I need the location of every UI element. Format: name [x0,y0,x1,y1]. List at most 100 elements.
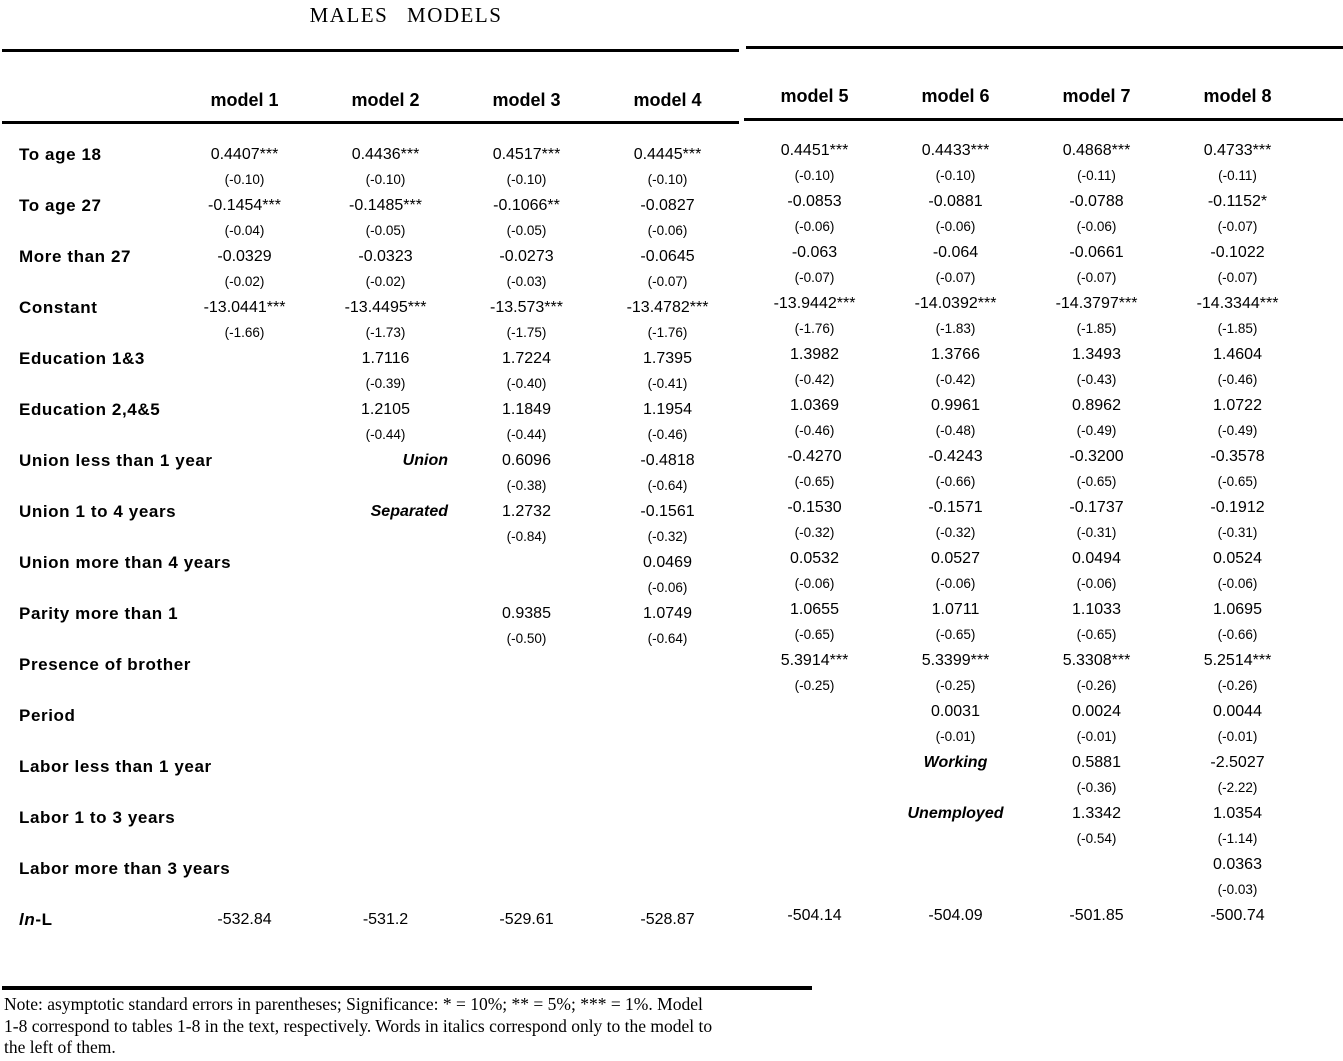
coefficient-value: 1.4604 [1213,346,1262,363]
value-cell: -531.2 [315,906,456,933]
standard-error-value: (-0.10) [794,168,835,183]
standard-error-value: (-0.10) [224,172,265,187]
footnote-line: Note: asymptotic standard errors in pare… [4,994,703,1014]
column-header-model-5: model 5 [780,86,849,106]
coefficient-value: -13.4495*** [344,299,427,316]
header-rule-left-segment [2,121,739,124]
table-row: -13.9442*** (-1.76) -14.0392*** (-1.83) -14.… [744,290,1328,341]
row-label: Union 1 to 4 years [19,502,177,521]
standard-error-value: (-0.26) [1217,678,1258,693]
table-row: -504.14 -504.09 -501.85 -500.74 [744,902,1328,940]
coefficient-value: -0.1485*** [349,197,422,214]
column-header-model-2: model 2 [351,90,420,110]
value-cell: 0.0363 (-0.03) [1167,851,1308,901]
coefficient-value: -0.4243 [928,448,983,465]
top-rule-left-segment [2,49,739,52]
column-header-model-8: model 8 [1203,86,1272,106]
coefficient-value: -504.09 [928,907,983,924]
coefficient-value: -0.0329 [217,248,272,265]
standard-error-value: (-0.11) [1077,168,1116,183]
value-cell: -0.0323 (-0.02) [315,243,456,293]
standard-error-value: (-0.54) [1076,831,1117,846]
value-cell: -14.3344*** (-1.85) [1167,290,1308,340]
standard-error-value: (-0.65) [1217,474,1258,489]
coefficient-value: 0.4436*** [351,146,420,163]
standard-error-value: (-0.06) [1217,576,1258,591]
coefficient-value: -529.61 [499,911,554,928]
standard-error-value: (-0.02) [365,274,406,289]
value-cell: -0.1485*** (-0.05) [315,192,456,242]
value-cell: -14.3797*** (-1.85) [1026,290,1167,340]
standard-error-value: (-0.06) [794,576,835,591]
value-cell: 0.0532 (-0.06) [744,545,885,595]
footnote: Note: asymptotic standard errors in pare… [4,994,834,1059]
standard-error-value: (-0.01) [1076,729,1117,744]
standard-error-value: (-0.32) [647,529,688,544]
page-title: MALES MODELS [309,3,503,27]
coefficient-value: 0.0524 [1213,550,1262,567]
table-row: 1.0655 (-0.65) 1.0711 (-0.65) 1.1033 (-0.65) 1… [744,596,1328,647]
standard-error-value: (-0.48) [935,423,976,438]
value-cell: Union [315,447,456,474]
standard-error-value: (-0.31) [1076,525,1117,540]
value-cell: 1.7224 (-0.40) [456,345,597,395]
value-cell: 1.3982 (-0.42) [744,341,885,391]
coefficient-value: 0.5881 [1072,754,1121,771]
standard-error-value: (-0.46) [647,427,688,442]
value-cell: 0.4451*** (-0.10) [744,137,885,187]
standard-error-value: (-0.03) [506,274,547,289]
standard-error-value: (-1.75) [506,325,547,340]
coefficient-value: -0.1912 [1210,499,1265,516]
standard-error-value: (-0.07) [794,270,835,285]
value-cell: 1.0369 (-0.46) [744,392,885,442]
column-header-model-7: model 7 [1062,86,1131,106]
coefficient-value: -14.3344*** [1196,295,1279,312]
standard-error-value: (-0.41) [647,376,688,391]
standard-error-value: (-0.05) [506,223,547,238]
coefficient-value: 0.0044 [1213,703,1262,720]
table-row: 1.0369 (-0.46) 0.9961 (-0.48) 0.8962 (-0.49) 1… [744,392,1328,443]
row-label: Labor more than 3 years [19,859,231,878]
italic-model-word: Unemployed [907,805,1004,822]
value-cell: -0.4243 (-0.66) [885,443,1026,493]
standard-error-value: (-0.49) [1076,423,1117,438]
coefficient-value: -532.84 [217,911,272,928]
coefficient-value: -504.14 [787,907,842,924]
standard-error-value: (-0.25) [794,678,835,693]
value-cell: -0.1912 (-0.31) [1167,494,1308,544]
standard-error-value: (-0.65) [1076,627,1117,642]
standard-error-value: (-0.42) [794,372,835,387]
coefficient-value: 1.1849 [502,401,551,418]
standard-error-value: (-0.40) [506,376,547,391]
value-cell: 1.3766 (-0.42) [885,341,1026,391]
standard-error-value: (-0.10) [365,172,406,187]
value-cell: -0.0645 (-0.07) [597,243,738,293]
table-row: Parity more than 1 0.9385 (-0.50) 1.0749 (-0… [0,600,760,651]
header-row-models-5-8: model 5 model 6 model 7 model 8 [744,86,1308,107]
row-label: Presence of brother [19,655,192,674]
coefficient-value: -0.063 [791,244,838,261]
row-label: More than 27 [19,247,132,266]
coefficient-value: -13.9442*** [773,295,856,312]
table-row: Union less than 1 year Union 0.6096 (-0.38)… [0,447,760,498]
standard-error-value: (-0.06) [935,219,976,234]
table-row: Education 1&3 1.7116 (-0.39) 1.7224 (-0.40) 1… [0,345,760,396]
coefficient-value: -0.1022 [1210,244,1265,261]
value-cell: -500.74 [1167,902,1308,929]
standard-error-value: (-0.44) [365,427,406,442]
value-cell: 1.3493 (-0.43) [1026,341,1167,391]
row-label: Union more than 4 years [19,553,232,572]
table-body-right-half: 0.4451*** (-0.10) 0.4433*** (-0.10) 0.4868**… [744,137,1328,940]
table-row: Union 1 to 4 years Separated 1.2732 (-0.84)… [0,498,760,549]
standard-error-value: (-0.26) [1076,678,1117,693]
standard-error-value: (-0.66) [1217,627,1258,642]
coefficient-value: 0.0527 [931,550,980,567]
top-rule-right-segment [746,46,1343,49]
value-cell: Unemployed [885,800,1026,827]
value-cell: -0.4270 (-0.65) [744,443,885,493]
standard-error-value: (-2.22) [1217,780,1258,795]
coefficient-value: -0.0788 [1069,193,1124,210]
italic-model-word: Union [402,452,448,469]
coefficient-value: -0.0323 [358,248,413,265]
coefficient-value: 0.0469 [643,554,692,571]
